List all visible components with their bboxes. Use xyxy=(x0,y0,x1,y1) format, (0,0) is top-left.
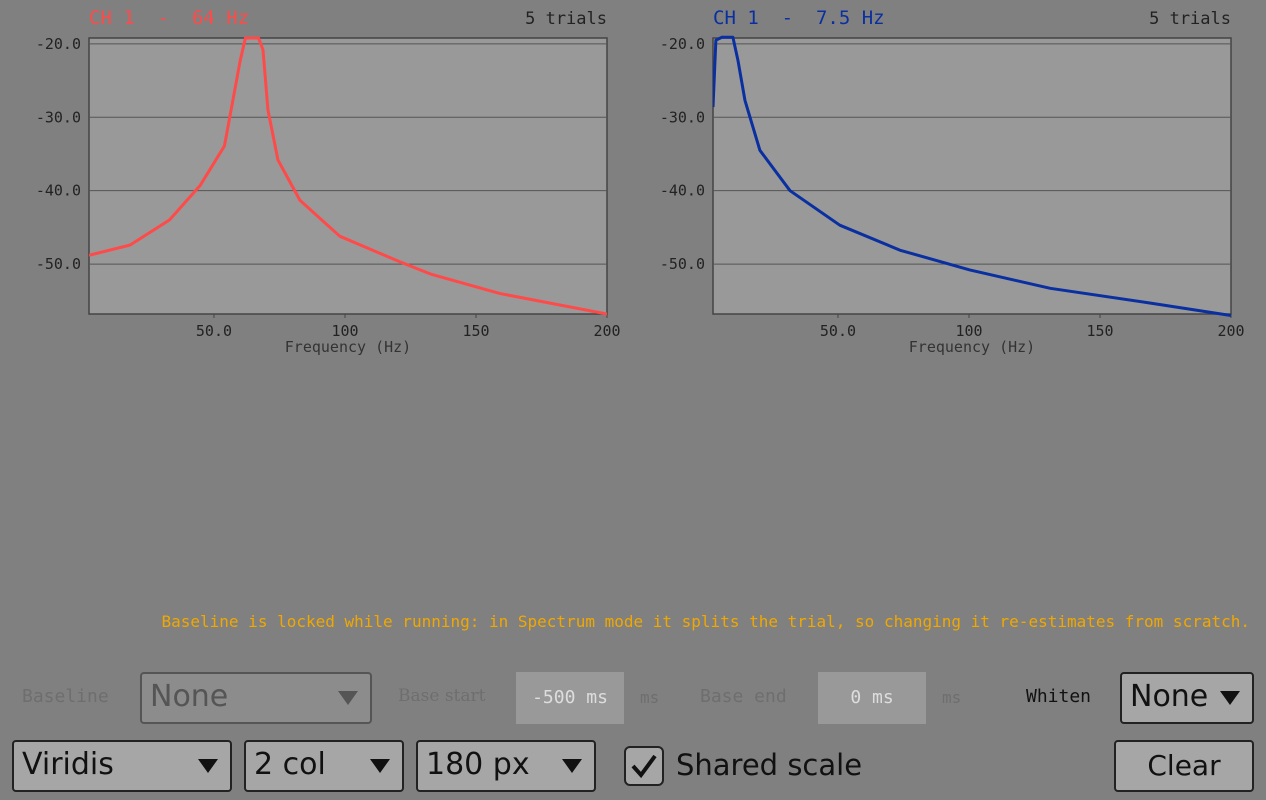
x-axis-label: Frequency (Hz) xyxy=(285,338,411,356)
y-tick-label: -50.0 xyxy=(660,255,705,273)
chart-title: CH 1 - 64 Hz xyxy=(89,7,249,29)
select[interactable]: 2 col xyxy=(244,740,404,792)
line xyxy=(713,35,1231,317)
y-tick-label: -20.0 xyxy=(660,35,705,53)
input: -500 ms xyxy=(516,672,624,724)
label: Whiten xyxy=(1026,686,1092,707)
unit: ms xyxy=(942,688,962,707)
chart-title: CH 1 - 7.5 Hz xyxy=(713,7,885,29)
x-axis-label: Frequency (Hz) xyxy=(909,338,1035,356)
select[interactable]: 180 px xyxy=(416,740,596,792)
button[interactable]: Clear xyxy=(1114,740,1254,792)
line xyxy=(89,36,607,316)
x-tick-label: 150 xyxy=(462,322,489,340)
y-tick-label: -30.0 xyxy=(660,108,705,126)
y-tick-label: -20.0 xyxy=(36,35,81,53)
x-tick-label: 100 xyxy=(955,322,982,340)
x-tick-label: 150 xyxy=(1086,322,1113,340)
checkmark xyxy=(631,754,657,779)
label: Base start xyxy=(398,686,486,706)
y-tick-label: -40.0 xyxy=(36,182,81,200)
select[interactable]: None xyxy=(1120,672,1254,724)
y-tick-label: -40.0 xyxy=(660,182,705,200)
charts: CH 1 - 64 Hz 5 trials -20.0 -30.0 -40.0 -50.0… xyxy=(36,7,1245,356)
select: None xyxy=(140,672,372,724)
unit: ms xyxy=(640,688,660,707)
trial-count: 5 trials xyxy=(525,9,607,29)
label: Base end xyxy=(700,686,787,707)
x-tick-label: 200 xyxy=(1217,322,1244,340)
x-tick-label: 200 xyxy=(593,322,620,340)
label: Baseline xyxy=(22,686,109,707)
input: 0 ms xyxy=(818,672,926,724)
x-tick-label: 50.0 xyxy=(820,322,856,340)
select[interactable]: Viridis xyxy=(12,740,232,792)
y-tick-label: -30.0 xyxy=(36,108,81,126)
plot-area xyxy=(712,37,1232,315)
notice: Baseline is locked while running: in Spe… xyxy=(161,612,1250,631)
checkbox-label[interactable]: Shared scale xyxy=(676,748,863,782)
trial-count: 5 trials xyxy=(1149,9,1231,29)
y-tick-label: -50.0 xyxy=(36,255,81,273)
x-tick-label: 50.0 xyxy=(196,322,232,340)
plot-area xyxy=(88,37,608,315)
x-tick-label: 100 xyxy=(331,322,358,340)
checkbox[interactable] xyxy=(624,746,664,786)
